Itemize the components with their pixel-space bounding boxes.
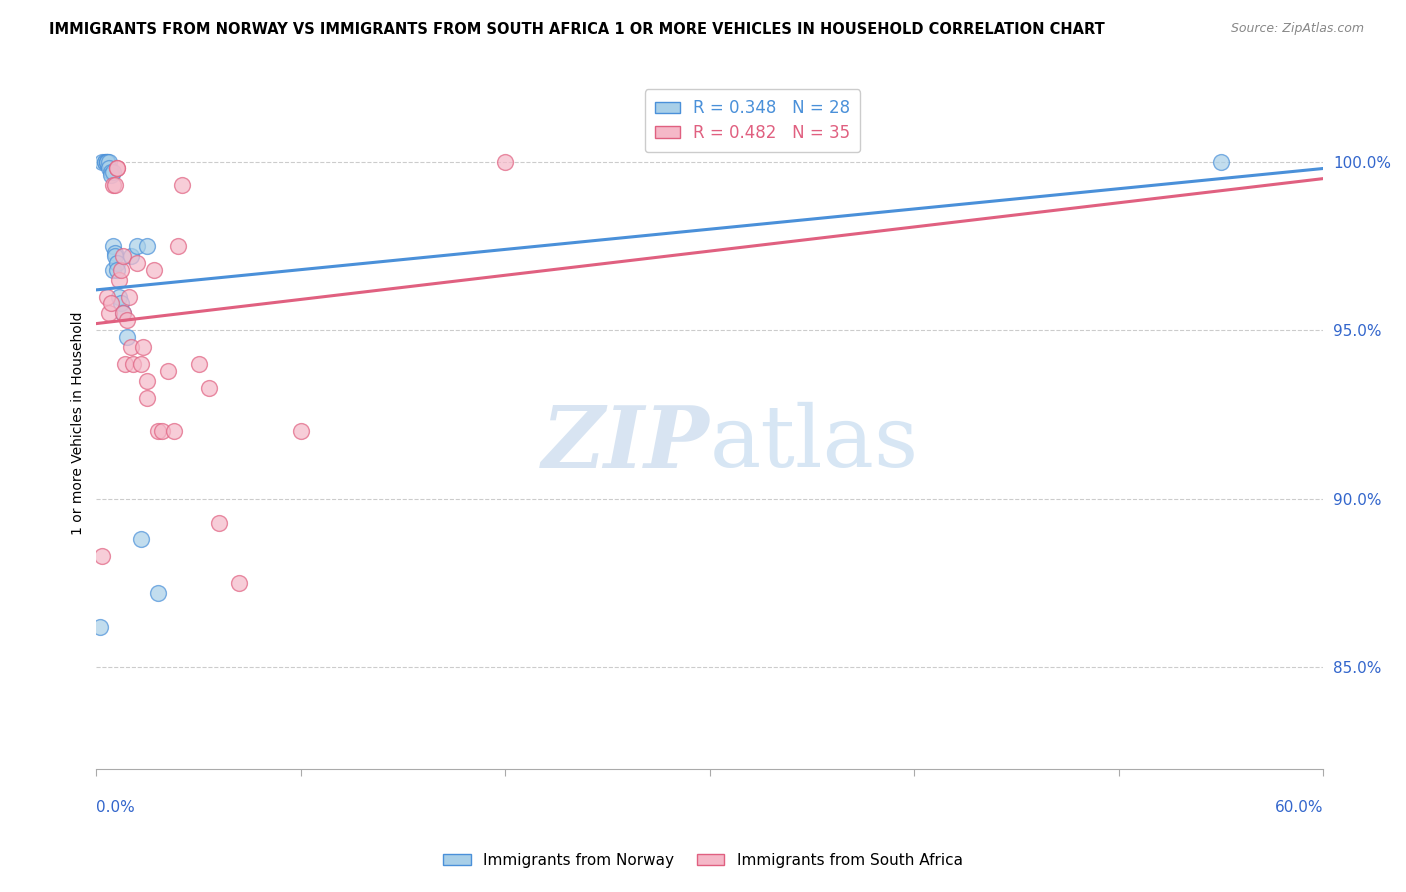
Point: [208, 516, 231, 530]
Point: [104, 178, 127, 193]
Point: [127, 239, 149, 253]
Point: [290, 425, 312, 439]
Point: [136, 374, 159, 388]
Point: [115, 330, 138, 344]
Point: [122, 357, 145, 371]
Point: [101, 262, 124, 277]
Legend: Immigrants from Norway, Immigrants from South Africa: Immigrants from Norway, Immigrants from …: [437, 847, 969, 873]
Point: [136, 391, 159, 405]
Point: [105, 161, 128, 176]
Point: [100, 168, 122, 182]
Point: [101, 239, 124, 253]
Point: [150, 425, 173, 439]
Point: [136, 239, 159, 253]
Text: ZIP: ZIP: [541, 402, 710, 485]
Text: atlas: atlas: [710, 402, 920, 485]
Point: [146, 586, 169, 600]
Point: [105, 256, 128, 270]
Text: IMMIGRANTS FROM NORWAY VS IMMIGRANTS FROM SOUTH AFRICA 1 OR MORE VEHICLES IN HOU: IMMIGRANTS FROM NORWAY VS IMMIGRANTS FRO…: [49, 22, 1105, 37]
Point: [104, 249, 127, 263]
Point: [146, 425, 169, 439]
Point: [105, 262, 128, 277]
Point: [104, 245, 127, 260]
Point: [96, 154, 118, 169]
Point: [115, 313, 138, 327]
Point: [108, 273, 131, 287]
Text: 0.0%: 0.0%: [97, 800, 135, 814]
Point: [91, 154, 114, 169]
Point: [494, 154, 516, 169]
Point: [89, 620, 111, 634]
Point: [142, 262, 165, 277]
Point: [100, 296, 122, 310]
Point: [228, 576, 250, 591]
Point: [111, 306, 134, 320]
Point: [96, 154, 118, 169]
Point: [93, 154, 115, 169]
Point: [1209, 154, 1232, 169]
Point: [101, 165, 124, 179]
Point: [114, 357, 136, 371]
Point: [97, 306, 120, 320]
Text: 60.0%: 60.0%: [1275, 800, 1323, 814]
Point: [118, 290, 141, 304]
Point: [97, 161, 120, 176]
Point: [111, 249, 134, 263]
Point: [120, 249, 142, 263]
Point: [108, 290, 131, 304]
Point: [91, 549, 114, 564]
Point: [131, 357, 153, 371]
Point: [163, 425, 186, 439]
Point: [120, 340, 142, 354]
Point: [127, 256, 149, 270]
Point: [156, 364, 179, 378]
Legend: R = 0.348   N = 28, R = 0.482   N = 35: R = 0.348 N = 28, R = 0.482 N = 35: [644, 89, 860, 152]
Point: [110, 262, 132, 277]
Point: [111, 306, 134, 320]
Point: [100, 165, 122, 179]
Point: [101, 178, 124, 193]
Y-axis label: 1 or more Vehicles in Household: 1 or more Vehicles in Household: [72, 311, 86, 535]
Point: [105, 161, 128, 176]
Point: [172, 178, 194, 193]
Point: [131, 533, 153, 547]
Text: Source: ZipAtlas.com: Source: ZipAtlas.com: [1230, 22, 1364, 36]
Point: [110, 296, 132, 310]
Point: [93, 154, 115, 169]
Point: [96, 290, 118, 304]
Point: [97, 154, 120, 169]
Point: [187, 357, 209, 371]
Point: [167, 239, 190, 253]
Point: [96, 154, 118, 169]
Point: [132, 340, 155, 354]
Point: [198, 381, 221, 395]
